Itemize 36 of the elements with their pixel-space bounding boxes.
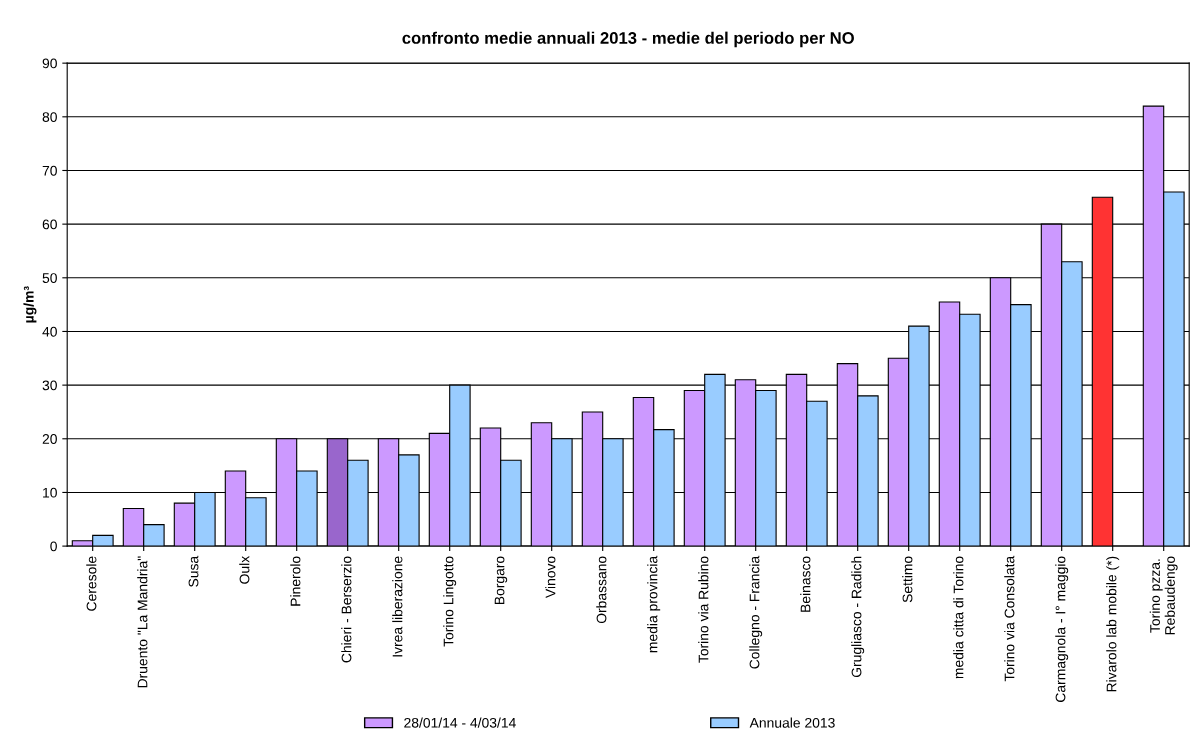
legend-label: 28/01/14 - 4/03/14 — [404, 717, 516, 728]
x-tick-label: Chieri - Berserzio — [341, 556, 352, 663]
x-tick-label: Susa — [188, 555, 199, 587]
x-tick-label: Collegno - Francia — [749, 555, 763, 669]
x-tick-label: Rivarolo lab mobile (*) — [1106, 556, 1120, 692]
x-tick-label: media provincia — [647, 555, 661, 653]
y-tick-label: 20 — [42, 434, 57, 444]
x-tick-label: Torino via Consolata — [1004, 555, 1015, 682]
x-tick-label: Torino Lingotto — [443, 556, 457, 647]
y-tick-label: 60 — [42, 219, 57, 230]
chart-title: confronto medie annuali 2013 - medie del periodo per NO — [402, 31, 854, 48]
x-tick-label: Ceresole — [86, 556, 97, 611]
y-axis-title: µg/m³ — [23, 286, 37, 323]
x-tick-label: Pinerolo — [290, 556, 301, 606]
legend-label: Annuale 2013 — [749, 717, 835, 728]
x-tick-label: Druento "La Mandria" — [137, 556, 148, 688]
y-tick-label: 90 — [42, 58, 57, 69]
y-tick-label: 30 — [42, 380, 57, 391]
y-tick-label: 50 — [42, 273, 57, 283]
y-tick-label: 80 — [42, 112, 57, 122]
x-tick-label: Beinasco — [800, 556, 811, 612]
x-tick-label: Vinovo — [545, 556, 556, 598]
x-tick-label: Torino via Rubino — [698, 556, 709, 663]
x-tick-label: Carmagnola - I° maggio — [1055, 556, 1069, 702]
x-tick-label: Ivrea liberazione — [392, 556, 403, 657]
x-tick-label: Settimo — [902, 556, 913, 603]
x-tick-label: media citta di Torino — [953, 556, 964, 679]
x-tick-label: Torino pzza. Rebaudengo — [1149, 556, 1178, 635]
y-tick-label: 0 — [50, 541, 57, 552]
y-tick-label: 10 — [43, 487, 57, 498]
y-tick-label: 70 — [42, 165, 57, 176]
x-tick-label: Orbassano — [596, 556, 607, 624]
y-tick-label: 40 — [42, 326, 57, 337]
x-tick-label: Oulx — [239, 555, 250, 584]
x-tick-label: Grugliasco - Radich — [851, 556, 865, 678]
x-tick-label: Borgaro — [494, 556, 508, 605]
